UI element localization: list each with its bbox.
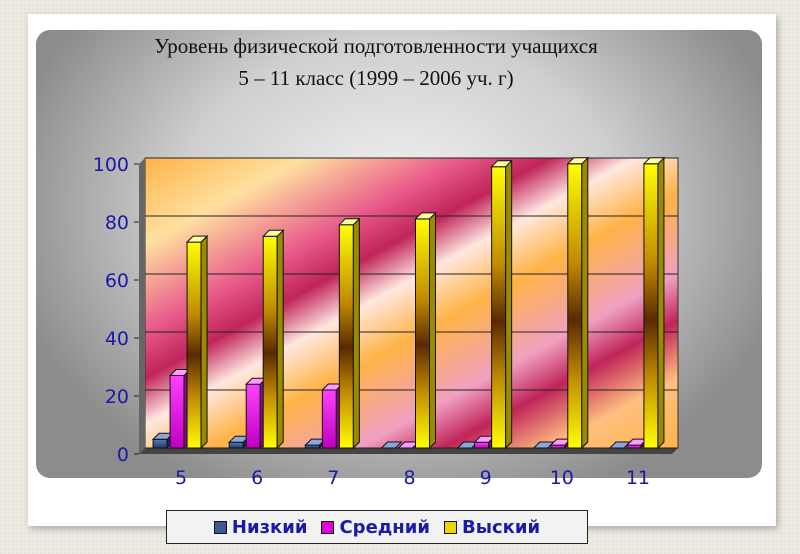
bar-high-10-top: [566, 157, 589, 165]
x-tick-label: 8: [403, 467, 415, 489]
plot-left-wall: [139, 158, 145, 454]
bar-high-10: [567, 163, 583, 449]
bar-high-9-top: [490, 160, 513, 168]
bar-high-7-side: [352, 217, 360, 450]
bar-high-11-top: [642, 157, 666, 165]
bar-medium-7: [321, 389, 337, 449]
legend-label-high: Выский: [461, 516, 541, 538]
y-tick-label: 20: [105, 386, 129, 408]
chart-title: Уровень физической подготовленности учащ…: [154, 34, 598, 58]
x-tick-label: 6: [251, 467, 263, 489]
bar-medium-6: [245, 383, 261, 449]
bar-low-5: [152, 438, 168, 449]
bar-medium-5: [169, 375, 185, 449]
bar-high-8-top: [414, 212, 437, 220]
y-tick-label: 100: [93, 154, 129, 176]
x-tick-label: 7: [327, 467, 339, 489]
bar-high-11: [643, 163, 659, 449]
legend-swatch-high: [443, 520, 457, 534]
y-tick-label: 40: [105, 328, 129, 350]
chart-subtitle: 5 – 11 класс (1999 – 2006 уч. г): [238, 66, 514, 90]
plot-area: [144, 157, 679, 449]
chart-title-block: Уровень физической подготовленности учащ…: [36, 30, 716, 94]
bar-low-6: [228, 441, 244, 449]
bar-high-5: [186, 241, 202, 449]
legend-item-high: Выский: [443, 516, 541, 538]
y-tick-label: 60: [105, 270, 129, 292]
bar-high-7: [338, 224, 354, 449]
legend-label-medium: Средний: [339, 516, 430, 538]
chart-legend: Низкий Средний Выский: [166, 510, 588, 544]
bar-high-5-top: [185, 235, 209, 243]
bar-high-10-side: [581, 156, 589, 450]
bar-high-7-top: [338, 218, 361, 226]
legend-swatch-low: [213, 520, 227, 534]
x-tick-label: 10: [550, 467, 574, 489]
bar-medium-9: [474, 441, 490, 449]
x-tick-label: 11: [626, 467, 650, 489]
bar-high-8-side: [429, 211, 436, 450]
y-tick-label: 80: [105, 212, 129, 234]
legend-item-low: Низкий: [213, 516, 308, 538]
bar-high-9-side: [505, 159, 513, 450]
bar-high-6: [262, 235, 278, 449]
bar-high-8: [415, 218, 430, 449]
legend-swatch-medium: [321, 520, 335, 534]
x-tick-label: 9: [480, 467, 492, 489]
bar-high-6-top: [262, 229, 285, 237]
legend-item-medium: Средний: [321, 517, 430, 538]
legend-label-low: Низкий: [231, 516, 308, 538]
y-tick-label: 0: [117, 444, 129, 466]
bar-low-8: [380, 441, 403, 449]
x-tick-label: 5: [175, 467, 187, 489]
bar-high-11-side: [657, 156, 665, 450]
plot-floor: [139, 448, 678, 454]
bar-high-5-side: [200, 234, 208, 450]
bar-high-6-side: [276, 229, 284, 450]
bar-high-9: [491, 166, 507, 449]
